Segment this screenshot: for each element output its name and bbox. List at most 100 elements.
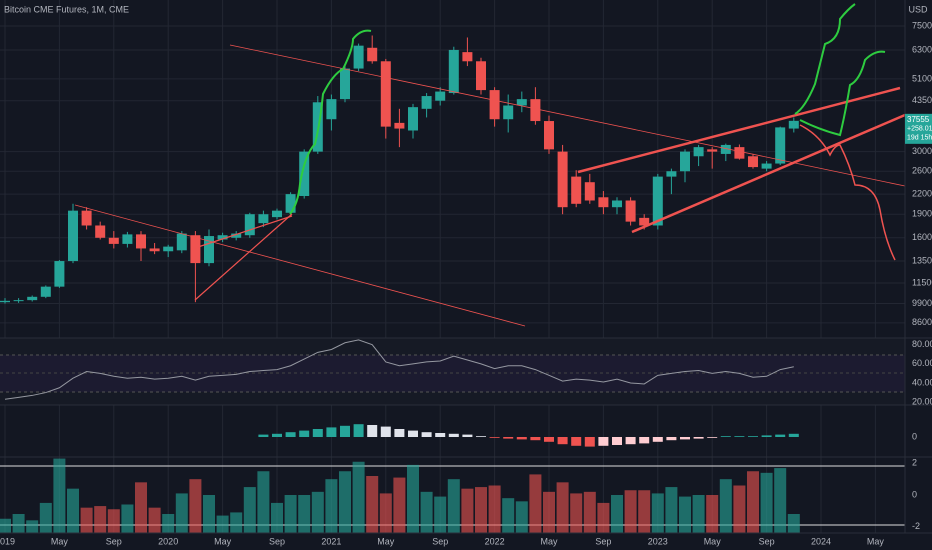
price-countdown: 19d 15h: [907, 135, 932, 142]
x-tick-label: 2023: [648, 536, 668, 546]
candle-body: [734, 147, 745, 159]
candle-body: [326, 99, 337, 120]
macd-bar: [340, 425, 350, 437]
osc-bar: [298, 495, 311, 533]
candle-body: [652, 176, 663, 226]
candle-body: [435, 91, 446, 101]
osc-bar: [543, 491, 555, 533]
x-tick-label: May: [51, 536, 69, 546]
drawings: [74, 3, 906, 327]
candle-body: [448, 49, 459, 94]
osc-bar: [461, 488, 474, 533]
macd-bar: [734, 436, 745, 437]
x-tick-label: 2024: [811, 536, 831, 546]
macd-bar: [788, 433, 799, 437]
osc-bar: [53, 458, 66, 533]
candle-body: [285, 194, 296, 213]
candle-body: [13, 300, 24, 302]
osc-bar: [94, 506, 107, 533]
axis-layer: 75000 63000 51000 43500 30000 26000 22000 19000…: [0, 20, 932, 546]
candle-body: [217, 235, 228, 240]
candle-body: [122, 234, 133, 244]
candle-body: [503, 105, 514, 120]
candle-body: [81, 210, 92, 226]
y-tick-label: 51000: [912, 73, 932, 83]
candle-body: [720, 144, 731, 154]
candle-body: [68, 210, 78, 262]
projection: [289, 29, 372, 215]
macd-bar: [476, 436, 486, 437]
macd-bar: [571, 437, 582, 446]
y-tick-label: 40.00: [912, 377, 932, 387]
x-tick-label: Sep: [432, 536, 448, 546]
macd-bar: [625, 437, 636, 445]
candle-body: [367, 47, 378, 62]
candle-body: [584, 182, 595, 201]
y-tick-label: 13500: [912, 255, 932, 265]
x-tick-label: Sep: [106, 536, 122, 546]
macd-bar: [652, 437, 663, 442]
y-tick-label: -2: [912, 521, 920, 531]
x-tick-label: Sep: [595, 536, 611, 546]
macd-bar: [408, 430, 418, 437]
osc-bar: [325, 479, 338, 533]
osc-bar: [651, 493, 664, 533]
macd-bar: [639, 437, 650, 444]
osc-bar: [502, 498, 515, 533]
candle-body: [625, 200, 636, 222]
y-tick-label: 9900: [912, 298, 932, 308]
candle-body: [421, 96, 432, 109]
macd-bar: [666, 437, 677, 441]
osc-bar: [787, 514, 800, 533]
osc-bar: [203, 495, 215, 533]
macd-bar: [421, 432, 432, 437]
candle-body: [516, 99, 527, 106]
chart-title: Bitcoin CME Futures, 1M, CME: [4, 4, 129, 14]
projection: [794, 3, 856, 115]
macd-bar: [761, 435, 772, 437]
osc-bar: [692, 495, 705, 533]
candle-body: [54, 261, 65, 287]
macd-bar: [720, 436, 731, 437]
osc-bar: [230, 512, 243, 533]
osc-bar: [774, 468, 787, 533]
y-tick-label: 75000: [912, 20, 932, 30]
candle-body: [380, 61, 391, 127]
macd-bar: [462, 434, 473, 437]
y-tick-label: 22000: [912, 189, 932, 199]
trendline: [194, 213, 293, 301]
osc-bar: [570, 493, 583, 533]
candle-body: [231, 233, 242, 238]
y-tick-label: 11500: [912, 277, 932, 287]
macd-bar: [557, 437, 568, 445]
osc-bar: [624, 490, 637, 533]
candle-body: [544, 121, 554, 150]
osc-bar: [611, 495, 623, 533]
x-tick-label: May: [704, 536, 722, 546]
y-tick-label: 0: [912, 489, 917, 499]
osc-bar: [447, 479, 460, 533]
macd-bar: [326, 427, 337, 437]
candle-body: [761, 163, 772, 169]
projection: [799, 124, 896, 261]
osc-bar: [257, 471, 270, 533]
osc-bar: [243, 487, 256, 533]
macd-bar: [544, 437, 554, 442]
candle-body: [176, 233, 187, 251]
candle-body: [95, 225, 106, 238]
osc-bar: [679, 496, 691, 533]
y-tick-label: 43500: [912, 95, 932, 105]
macd-bar: [775, 434, 786, 437]
trendline: [74, 204, 526, 327]
osc-bar: [189, 479, 202, 533]
candle-body: [27, 296, 38, 301]
osc-bar: [339, 471, 351, 533]
osc-bar: [583, 491, 596, 533]
candle-body: [462, 52, 473, 62]
macd-bar: [693, 437, 704, 439]
macd-bar: [503, 437, 514, 439]
macd-bar: [299, 430, 310, 437]
x-tick-label: May: [377, 536, 395, 546]
osc-bar: [135, 482, 147, 533]
candle-body: [557, 151, 568, 208]
